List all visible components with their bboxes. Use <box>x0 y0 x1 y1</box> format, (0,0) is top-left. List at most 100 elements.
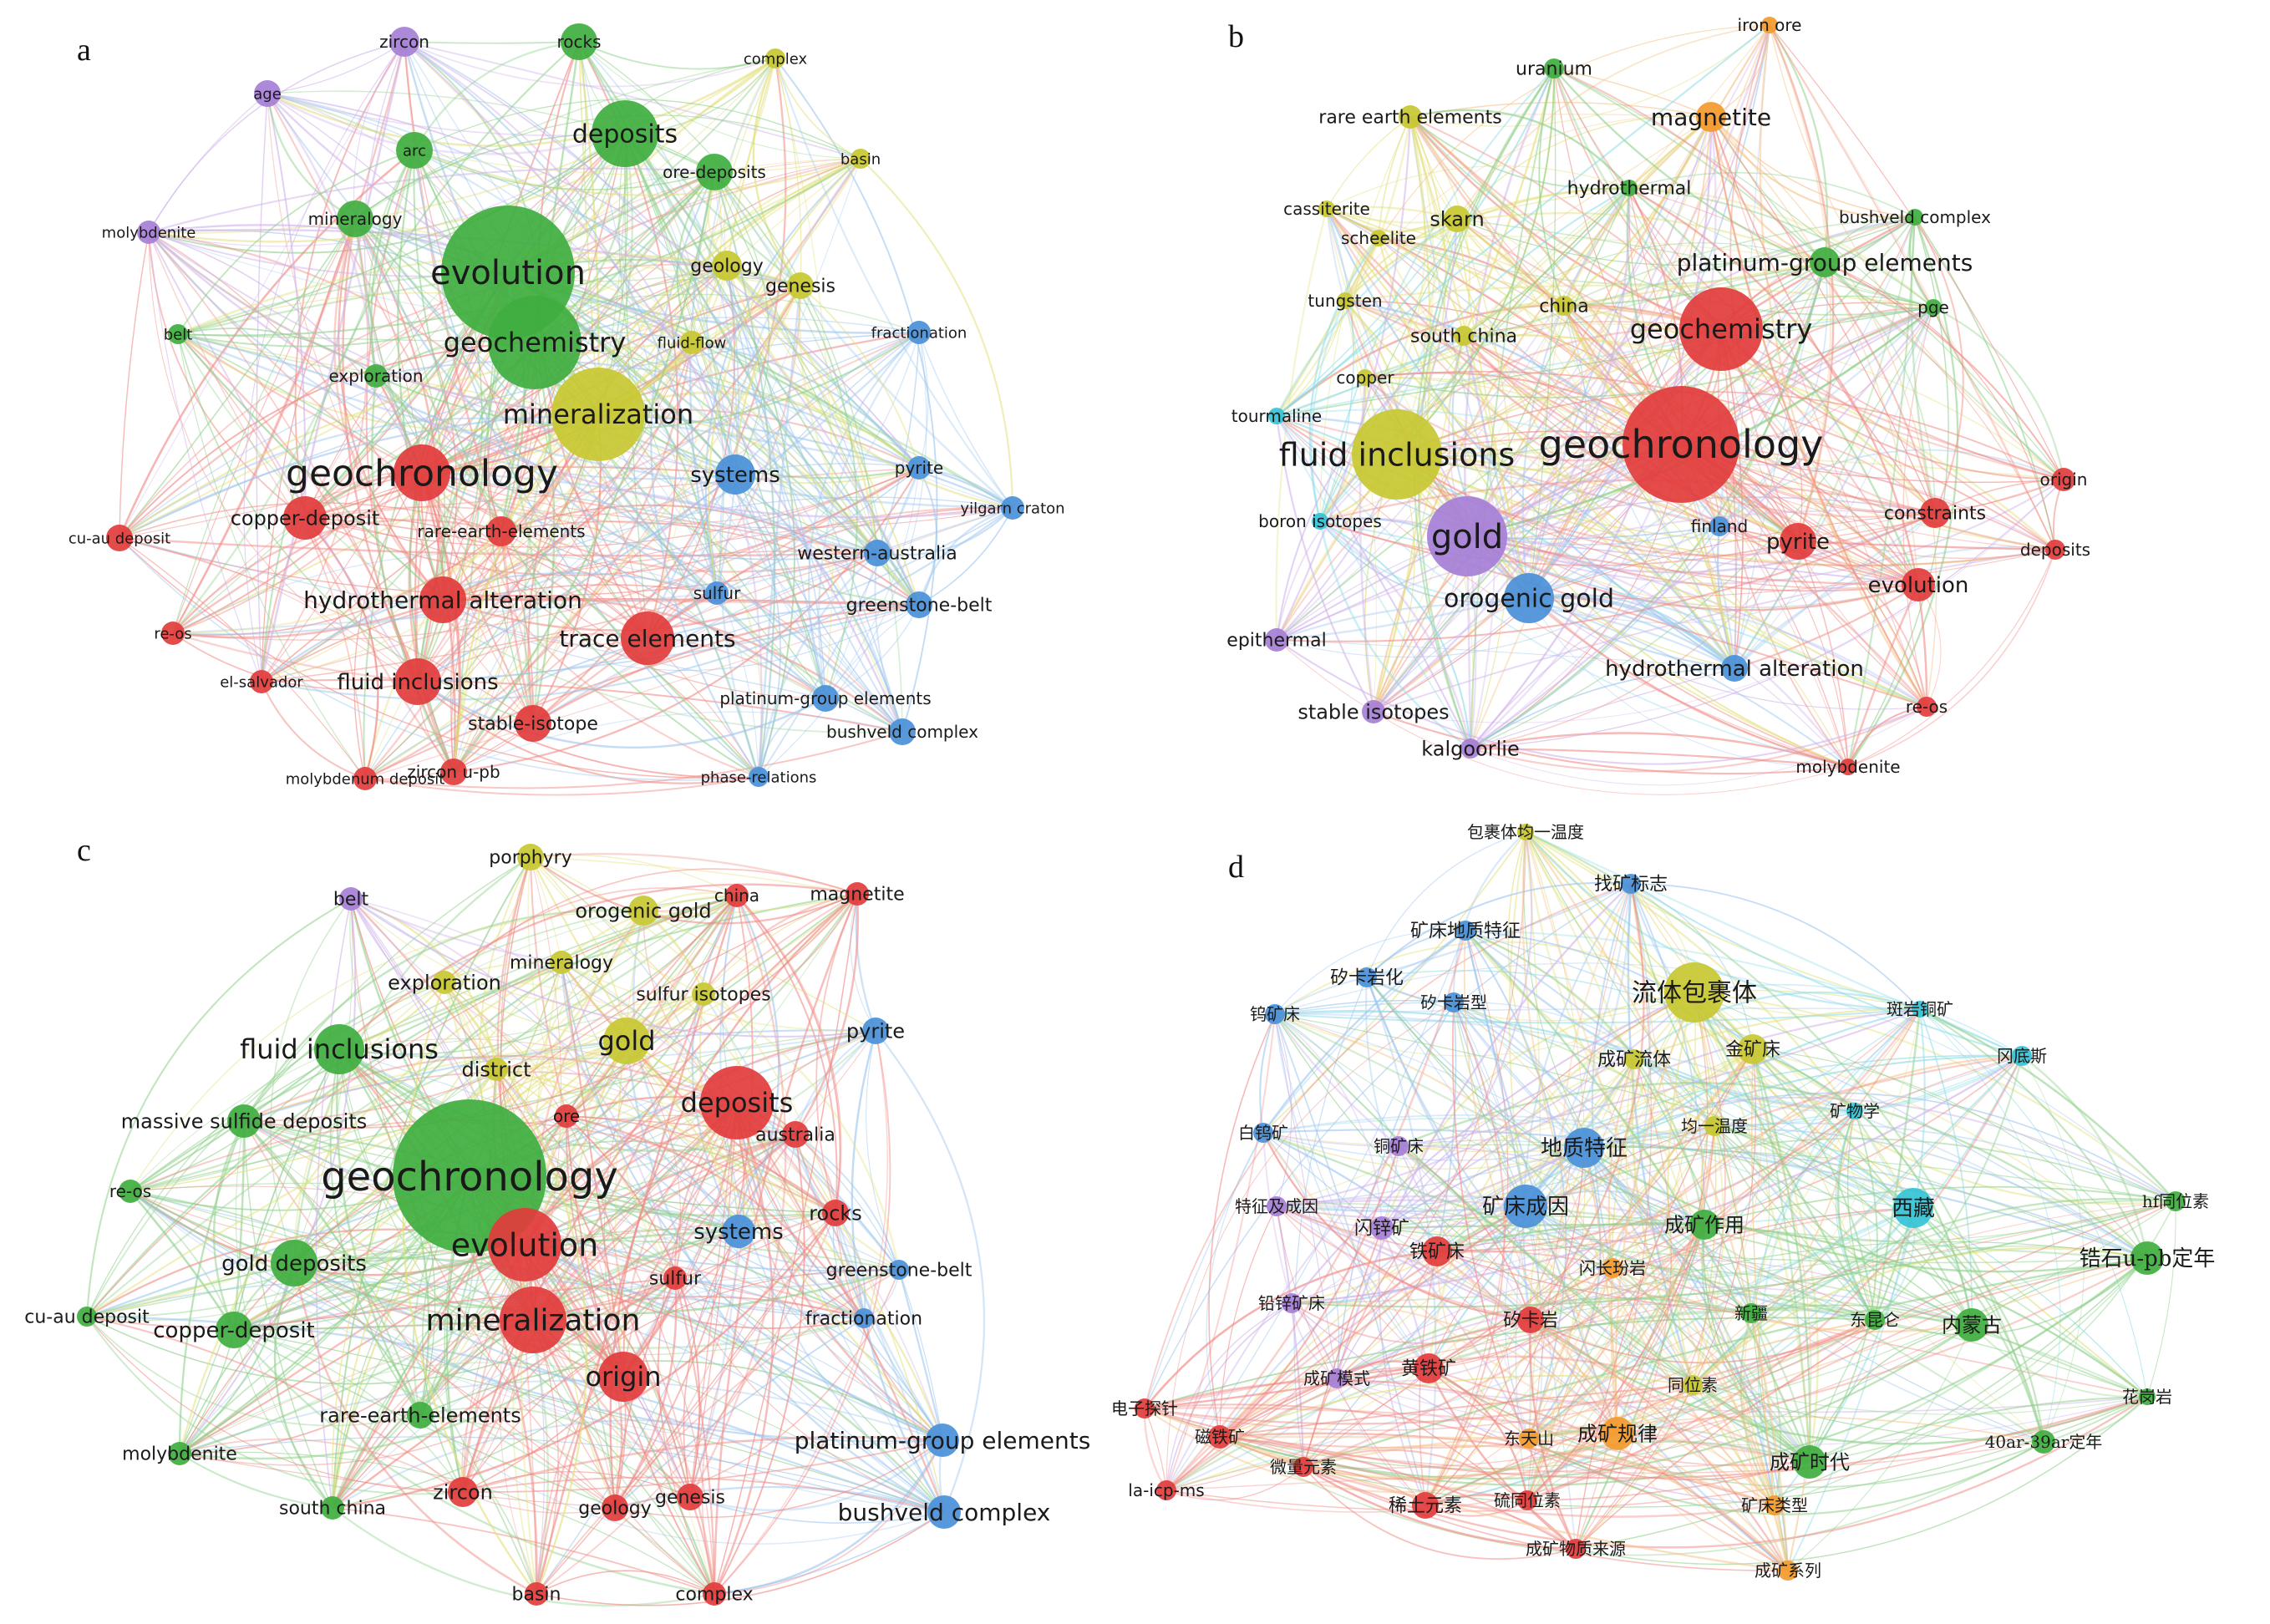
edge <box>1528 549 2056 600</box>
node-label: deposits <box>681 1087 794 1119</box>
node-red <box>555 1104 578 1128</box>
edge <box>618 1040 676 1279</box>
edge <box>1276 187 1630 641</box>
edge <box>578 41 878 554</box>
edge <box>1373 549 2056 713</box>
edge <box>119 263 728 539</box>
edge <box>1470 706 1927 773</box>
edge <box>1528 328 1722 599</box>
node-label: 成矿系列 <box>1755 1561 1821 1581</box>
edge <box>642 910 750 1232</box>
edge <box>1144 1379 1789 1571</box>
edge <box>1734 584 1919 670</box>
edge <box>1617 1433 1789 1571</box>
edge <box>1366 977 1526 1207</box>
node-blue <box>1504 573 1554 623</box>
edge <box>691 342 920 606</box>
node-label: bushveld complex <box>1839 207 1991 227</box>
edge <box>119 171 715 539</box>
edge <box>172 218 357 634</box>
edge <box>1752 1048 2148 1259</box>
edge <box>1262 1132 1399 1147</box>
edge <box>1144 1407 1789 1572</box>
node-yellow <box>1337 292 1353 309</box>
node-label: arc <box>403 142 426 160</box>
edge <box>1504 1205 1530 1439</box>
edge <box>1526 992 1709 1501</box>
node-label: pyrite <box>895 458 943 478</box>
node-label: el-salvador <box>220 673 303 691</box>
edge <box>350 898 704 1007</box>
edge <box>530 854 738 896</box>
node-label: 东昆仑 <box>1850 1310 1900 1330</box>
edge <box>614 1269 900 1509</box>
node-red <box>1902 568 1935 601</box>
edge <box>1144 1367 1430 1410</box>
edge <box>462 1277 676 1493</box>
edge <box>233 1279 943 1441</box>
edge <box>1902 307 1934 708</box>
edge <box>1326 208 1735 669</box>
edge <box>703 992 901 1271</box>
edge <box>179 1362 624 1454</box>
edge <box>530 856 943 1441</box>
edge <box>404 41 763 778</box>
edge <box>1752 1048 1973 1326</box>
edge <box>647 265 728 639</box>
edge <box>1326 206 1458 221</box>
edge <box>1465 930 1715 1128</box>
node-label: 同位素 <box>1668 1375 1718 1395</box>
edge <box>734 463 920 475</box>
edge <box>1344 300 1378 713</box>
edge <box>1470 307 1934 749</box>
edge <box>172 41 406 634</box>
edge <box>177 332 1013 510</box>
edge <box>817 332 920 699</box>
edge <box>560 962 739 1232</box>
edge <box>1528 1319 1876 1439</box>
edge <box>1276 415 1471 749</box>
edge <box>243 1039 627 1123</box>
edge <box>404 41 580 44</box>
edge <box>1381 1007 1921 1229</box>
edge <box>129 1190 865 1319</box>
edge <box>444 868 858 983</box>
edge <box>444 962 562 990</box>
node-label: fluid inclusions <box>337 670 498 695</box>
node-red <box>525 1582 548 1606</box>
node-green <box>696 154 733 190</box>
edge <box>338 883 858 1050</box>
node-label: bushveld complex <box>826 722 978 742</box>
edge <box>1381 1147 1585 1229</box>
edge <box>1274 1013 2148 1259</box>
node-label: molybdenite <box>1795 757 1900 777</box>
edge <box>1344 24 1770 302</box>
node-purple <box>389 27 419 57</box>
edge <box>242 909 644 1122</box>
edge <box>1373 116 1712 713</box>
edge <box>1456 218 1934 308</box>
edge <box>1919 1008 1973 1326</box>
node-label: stable isotopes <box>1298 700 1449 723</box>
edge <box>1633 1058 1752 1314</box>
edge <box>1436 1251 1618 1434</box>
edge <box>243 1120 616 1509</box>
edge <box>1847 216 1959 768</box>
edge <box>332 1244 526 1509</box>
edge <box>1453 1002 1914 1209</box>
edge <box>1463 323 2064 480</box>
edge <box>1526 1125 1715 1501</box>
edge <box>1336 1378 1577 1550</box>
edge <box>1694 992 1876 1321</box>
edge <box>1409 116 1630 190</box>
edge <box>177 133 626 335</box>
node-yellow <box>1399 105 1422 129</box>
node-label: south china <box>279 1499 386 1520</box>
edge <box>86 895 738 1317</box>
edge <box>752 58 801 287</box>
edge <box>148 231 306 519</box>
edge <box>1628 187 2056 551</box>
edge <box>1749 1110 1856 1314</box>
edge <box>172 530 502 636</box>
